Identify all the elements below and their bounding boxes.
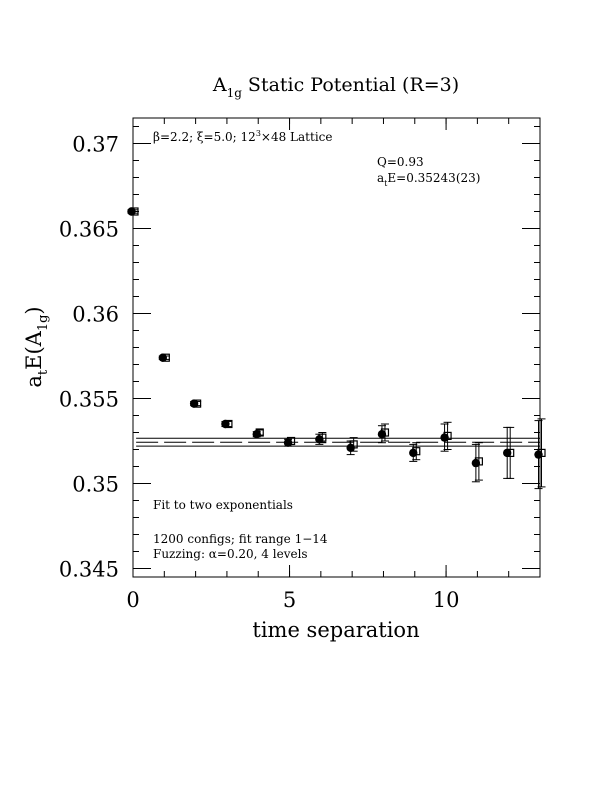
- y-tick-label: 0.35: [72, 473, 119, 497]
- x-tick-label: 5: [283, 588, 296, 612]
- data-point-square: [349, 437, 358, 452]
- data-point-square: [255, 428, 264, 437]
- data-point-square: [286, 436, 296, 446]
- axis-ticks: [132, 118, 541, 577]
- point-marker-square: [412, 447, 421, 456]
- y-tick-labels: 0.345 0.35 0.355 0.36 0.365 0.37: [59, 133, 119, 582]
- point-marker-square: [537, 448, 546, 457]
- x-tick-labels: 0 5 10: [126, 588, 459, 612]
- data-point-square: [443, 421, 452, 450]
- lattice-info: β=2.2; ξ=5.0; 123×48 Lattice: [153, 129, 332, 144]
- y-tick-label: 0.345: [59, 558, 119, 582]
- fit-energy: atE=0.35243(23): [377, 171, 480, 188]
- point-marker-square: [286, 436, 296, 446]
- data-points: [127, 207, 546, 490]
- data-point-square: [193, 399, 202, 408]
- point-marker-square: [506, 448, 515, 457]
- data-point-square: [380, 423, 390, 442]
- x-tick-label: 10: [433, 588, 460, 612]
- y-tick-label: 0.36: [72, 303, 119, 327]
- y-tick-label: 0.355: [59, 388, 119, 412]
- fit-band: [136, 437, 540, 447]
- x-tick-label: 0: [126, 588, 139, 612]
- point-marker-square: [224, 419, 233, 429]
- data-point-square: [474, 442, 483, 481]
- fit-type-note: Fit to two exponentials: [153, 498, 293, 512]
- point-marker-square: [349, 440, 358, 449]
- data-point-square: [161, 353, 170, 362]
- y-tick-label: 0.37: [72, 133, 119, 157]
- point-marker-square: [130, 207, 139, 216]
- point-marker-square: [255, 428, 264, 437]
- point-marker-square: [474, 457, 483, 466]
- fuzzing-note: Fuzzing: α=0.20, 4 levels: [153, 547, 308, 561]
- data-point-square: [506, 426, 515, 479]
- point-marker-square: [318, 433, 327, 442]
- point-marker-square: [161, 353, 170, 362]
- fit-quality: Q=0.93: [377, 155, 424, 169]
- data-point-square: [412, 442, 421, 461]
- data-point-square: [224, 419, 233, 429]
- data-point-square: [318, 432, 327, 444]
- y-tick-label: 0.365: [59, 218, 119, 242]
- x-axis-label: time separation: [252, 618, 419, 642]
- data-point-square: [130, 207, 139, 216]
- chart-title: A1g Static Potential (R=3): [212, 74, 459, 100]
- y-axis-label: atE(A1g): [22, 306, 51, 387]
- point-marker-square: [193, 399, 202, 408]
- point-marker-square: [380, 428, 390, 437]
- configs-note: 1200 configs; fit range 1−14: [153, 532, 328, 546]
- data-point-square: [537, 418, 546, 488]
- point-marker-square: [443, 431, 452, 440]
